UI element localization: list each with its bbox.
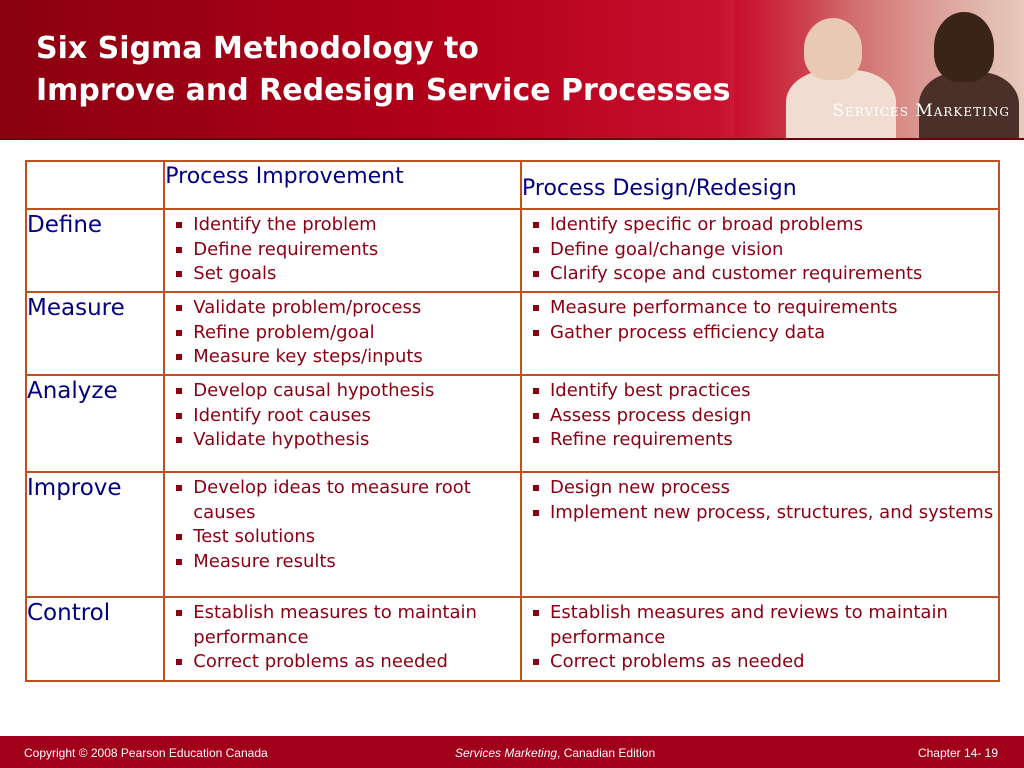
bullet-item: Validate hypothesis	[175, 428, 520, 453]
redesign-list: Design new process Implement new process,…	[522, 473, 998, 525]
redesign-list: Identify specific or broad problems Defin…	[522, 210, 998, 287]
title-line-2: Improve and Redesign Service Processes	[36, 73, 731, 108]
slide-footer: Copyright © 2008 Pearson Education Canad…	[0, 736, 1024, 768]
bullet-item: Measure results	[175, 550, 520, 575]
slide-title: Six Sigma Methodology to Improve and Red…	[36, 28, 730, 112]
bullet-item: Assess process design	[532, 404, 998, 429]
bullet-item: Measure performance to requirements	[532, 296, 998, 321]
bullet-item: Gather process efficiency data	[532, 321, 998, 346]
improvement-list: Identify the problem Define requirements S…	[165, 210, 520, 287]
six-sigma-table: Process Improvement Process Design/Redes…	[24, 160, 1000, 682]
header-divider	[0, 138, 1024, 140]
photo-person-body	[919, 72, 1019, 140]
improvement-list: Develop ideas to measure root causes Test…	[165, 473, 520, 574]
phase-label: Control	[24, 596, 166, 682]
header-photo	[734, 0, 1024, 140]
redesign-list: Measure performance to requirements Gathe…	[522, 293, 998, 345]
bullet-item: Define goal/change vision	[532, 238, 998, 263]
footer-book-rest: , Canadian Edition	[557, 746, 656, 760]
redesign-cell: Measure performance to requirements Gathe…	[520, 291, 1000, 376]
phase-label: Analyze	[24, 374, 166, 473]
bullet-item: Test solutions	[175, 525, 520, 550]
bullet-item: Clarify scope and customer requirements	[532, 262, 998, 287]
bullet-item: Establish measures to maintain performan…	[175, 601, 520, 650]
footer-chapter: Chapter 14- 19	[917, 746, 998, 760]
table-row: Control Establish measures to maintain pe…	[24, 596, 1000, 682]
header-cell-empty	[24, 160, 166, 210]
bullet-item: Identify specific or broad problems	[532, 213, 998, 238]
bullet-item: Identify best practices	[532, 379, 998, 404]
bullet-item: Implement new process, structures, and s…	[532, 501, 998, 526]
footer-copyright: Copyright © 2008 Pearson Education Canad…	[24, 746, 268, 760]
photo-person-head	[934, 12, 994, 82]
improvement-cell: Develop ideas to measure root causes Test…	[163, 471, 522, 598]
redesign-list: Identify best practices Assess process de…	[522, 376, 998, 453]
table-row: Analyze Develop causal hypothesis Identify…	[24, 374, 1000, 473]
bullet-item: Correct problems as needed	[532, 650, 998, 675]
improvement-cell: Identify the problem Define requirements S…	[163, 208, 522, 293]
bullet-item: Validate problem/process	[175, 296, 520, 321]
bullet-item: Establish measures and reviews to mainta…	[532, 601, 998, 650]
improvement-cell: Establish measures to maintain performan…	[163, 596, 522, 682]
redesign-list: Establish measures and reviews to mainta…	[522, 598, 998, 675]
header-process-improvement: Process Improvement	[163, 160, 522, 210]
bullet-item: Correct problems as needed	[175, 650, 520, 675]
bullet-item: Define requirements	[175, 238, 520, 263]
table-row: Define Identify the problem Define require…	[24, 208, 1000, 293]
title-line-1: Six Sigma Methodology to	[36, 31, 479, 66]
phase-label: Measure	[24, 291, 166, 376]
redesign-cell: Identify best practices Assess process de…	[520, 374, 1000, 473]
table-header-row: Process Improvement Process Design/Redes…	[24, 160, 1000, 210]
bullet-item: Design new process	[532, 476, 998, 501]
redesign-cell: Establish measures and reviews to mainta…	[520, 596, 1000, 682]
bullet-item: Develop ideas to measure root causes	[175, 476, 520, 525]
bullet-item: Refine problem/goal	[175, 321, 520, 346]
bullet-item: Develop causal hypothesis	[175, 379, 520, 404]
improvement-cell: Develop causal hypothesis Identify root c…	[163, 374, 522, 473]
improvement-list: Develop causal hypothesis Identify root c…	[165, 376, 520, 453]
bullet-item: Measure key steps/inputs	[175, 345, 520, 370]
photo-person-body	[786, 70, 896, 140]
photo-person-head	[804, 18, 862, 80]
improvement-list: Establish measures to maintain performan…	[165, 598, 520, 675]
footer-book-italic: Services Marketing	[455, 746, 558, 760]
table-row: Measure Validate problem/process Refine pr…	[24, 291, 1000, 376]
bullet-item: Identify the problem	[175, 213, 520, 238]
redesign-cell: Design new process Implement new process,…	[520, 471, 1000, 598]
redesign-cell: Identify specific or broad problems Defin…	[520, 208, 1000, 293]
bullet-item: Refine requirements	[532, 428, 998, 453]
bullet-item: Set goals	[175, 262, 520, 287]
phase-label: Define	[24, 208, 166, 293]
header-process-redesign: Process Design/Redesign	[520, 160, 1000, 210]
brand-logo-text: Services Marketing	[832, 101, 1010, 121]
improvement-list: Validate problem/process Refine problem/g…	[165, 293, 520, 370]
phase-label: Improve	[24, 471, 166, 598]
slide-header: Six Sigma Methodology to Improve and Red…	[0, 0, 1024, 140]
footer-book-title: Services Marketing, Canadian Edition	[455, 746, 655, 760]
bullet-item: Identify root causes	[175, 404, 520, 429]
table-row: Improve Develop ideas to measure root cau…	[24, 471, 1000, 598]
improvement-cell: Validate problem/process Refine problem/g…	[163, 291, 522, 376]
